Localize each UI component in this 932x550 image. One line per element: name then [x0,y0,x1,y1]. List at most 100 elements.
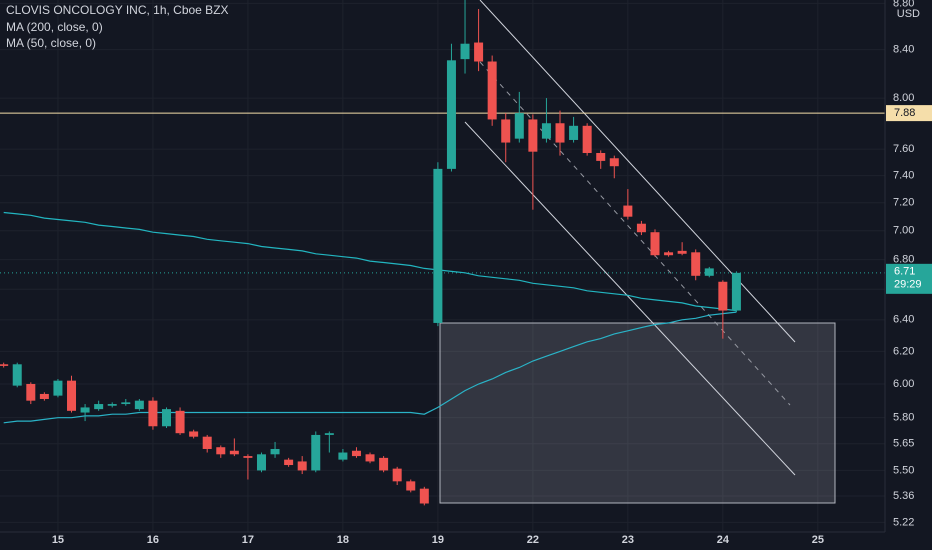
candle-body [718,281,728,311]
candle-body [189,431,199,437]
hline-price-label: 7.88 [894,107,915,119]
y-tick-label: 5.36 [893,490,914,502]
channel-middle [479,61,791,406]
candle-body [609,158,619,167]
x-tick-label: 22 [527,534,539,546]
candle-body [26,383,36,401]
candle-body [202,436,212,449]
candle-body [229,450,239,455]
candle-body [107,404,117,406]
last-price-label: 6.71 [894,266,915,278]
candle-body [460,43,470,60]
candle-body [53,380,63,396]
candle-body [39,393,49,399]
channel-upper [479,0,796,343]
y-tick-label: 8.00 [893,92,914,104]
candle-body [0,364,9,366]
candle-body [501,119,511,143]
y-tick-label: 6.40 [893,314,914,326]
candle-body [284,459,294,466]
candle-body [161,409,171,427]
y-tick-label: 6.80 [893,253,914,265]
candle-body [324,433,334,435]
x-tick-label: 25 [812,534,824,546]
candle-body [175,410,185,434]
last-price-box [886,263,932,294]
y-tick-label: 8.80 [893,0,914,9]
candle-body [148,400,158,427]
countdown-label: 29:29 [894,279,922,291]
channel-lower [464,121,796,476]
candle-body [80,407,90,413]
hline-price-box [886,105,932,122]
legend-entry: MA (200, close, 0) [6,20,103,34]
candle-body [528,119,538,152]
legend-entry: MA (50, close, 0) [6,36,96,50]
candle-body [541,123,551,139]
candle-body [270,448,280,455]
range-box [439,322,836,504]
y-tick-label: 7.60 [893,143,914,155]
legend: CLOVIS ONCOLOGY INC, 1h, Cboe BZX MA (20… [6,3,229,50]
x-tick-label: 24 [717,534,730,546]
y-tick-label: 8.40 [893,44,914,56]
x-tick-label: 19 [432,534,444,546]
candle-body [596,152,606,161]
candle-body [487,61,497,120]
candle-body [94,404,104,410]
candle-body [555,123,565,143]
y-tick-label: 6.20 [893,345,914,357]
candle-body [12,364,22,386]
y-tick-label: 6.00 [893,378,914,390]
marks [0,0,885,506]
moving-average-line [3,211,737,312]
candle-body [392,468,402,482]
currency-label: USD [897,8,920,20]
candle-body [433,168,443,323]
candle-body [419,488,429,504]
y-tick-label: 7.40 [893,169,914,181]
chart-title: CLOVIS ONCOLOGY INC, 1h, Cboe BZX [6,3,229,17]
candle-body [243,456,253,458]
candle-body [704,268,714,276]
y-tick-label: 5.80 [893,412,914,424]
candle-body [650,232,660,256]
candle-body [664,252,674,256]
candle-body [474,42,484,62]
drawings [439,0,836,504]
x-tick-label: 17 [242,534,254,546]
candle-body [297,461,307,471]
candle-body [67,380,77,411]
x-tick-label: 18 [337,534,349,546]
candle-body [379,457,389,471]
candle-body [406,481,416,491]
candle-body [446,60,456,169]
candle-body [216,447,226,455]
y-tick-label: 7.00 [893,225,914,237]
candle-body [677,250,687,254]
moving-average-line [3,311,737,424]
x-tick-label: 15 [52,534,64,546]
y-tick-label: 7.20 [893,197,914,209]
candle-body [731,272,741,311]
y-tick-label: 5.22 [893,516,914,528]
candle-body [134,400,144,410]
candle-body [691,252,701,276]
x-tick-label: 16 [147,534,159,546]
y-tick-label: 5.50 [893,464,914,476]
candle-body [365,454,375,462]
candle-body [623,205,633,217]
candle-body [582,125,592,153]
candle-body [338,452,348,460]
candle-body [636,223,646,233]
candle-body [351,450,361,457]
candle-body [121,402,131,405]
x-tick-label: 23 [622,534,634,546]
candle-body [311,434,321,471]
candle-body [569,125,579,140]
y-tick-label: 5.65 [893,438,914,450]
